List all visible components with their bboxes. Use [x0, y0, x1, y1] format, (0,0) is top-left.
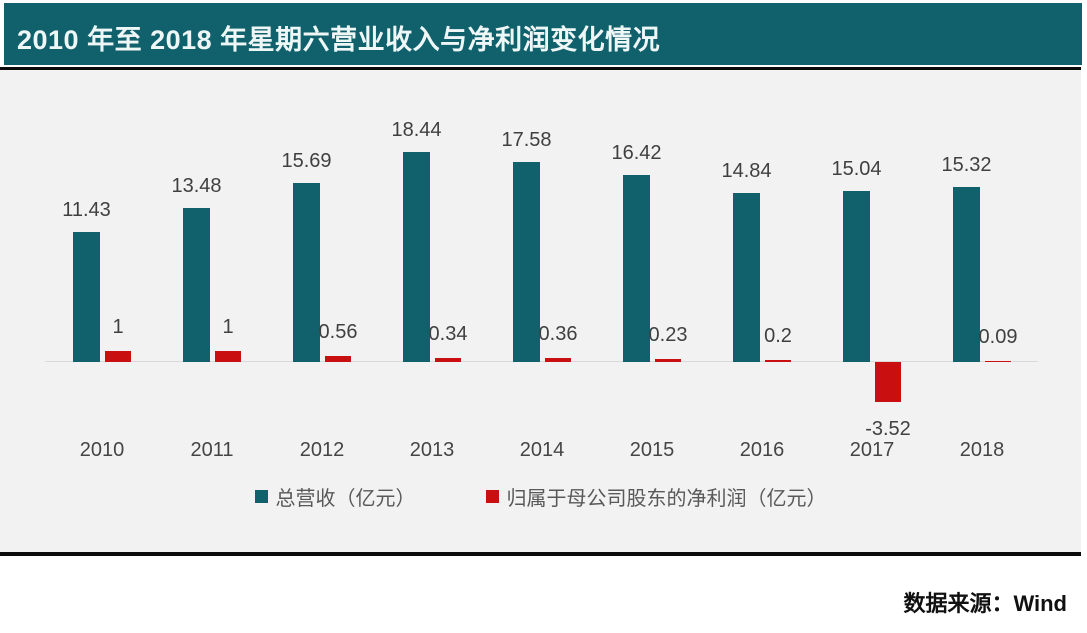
year-label: 2011: [190, 439, 234, 461]
year-label: 2010: [79, 439, 125, 461]
profit-bar: [545, 357, 571, 362]
legend-item-profit: 归属于母公司股东的净利润（亿元）: [485, 482, 827, 511]
profit-value-label: 0.2: [764, 324, 792, 347]
revenue-swatch-icon: [254, 490, 268, 503]
year-label: 2013: [409, 439, 455, 461]
revenue-bar: [293, 183, 320, 362]
profit-bar: [435, 358, 461, 362]
revenue-bar: [513, 161, 540, 362]
revenue-bar: [73, 231, 100, 362]
revenue-bar: [733, 192, 760, 362]
revenue-value-label: 17.58: [501, 128, 552, 151]
profit-value-label: 0.23: [648, 324, 688, 347]
profit-value-label: 1: [112, 315, 124, 338]
profit-value-label: 1: [222, 315, 234, 338]
data-source: 数据来源：Wind: [903, 591, 1067, 616]
profit-bar: [105, 350, 131, 362]
plot-area: 11.43 1 2010 13.48 1 2011 15.69 0.56 2012 18.44 0.…: [0, 70, 1081, 552]
revenue-bar: [623, 174, 650, 362]
revenue-bar: [183, 208, 210, 362]
chart-title: 2010 年至 2018 年星期六营业收入与净利润变化情况: [17, 24, 661, 55]
revenue-value-label: 15.32: [941, 154, 992, 177]
legend-item-revenue: 总营收（亿元）: [254, 482, 416, 511]
chart-area: 11.43 1 2010 13.48 1 2011 15.69 0.56 2012 18.44 0.…: [0, 70, 1081, 552]
chart-title-bar: 2010 年至 2018 年星期六营业收入与净利润变化情况: [4, 3, 1082, 65]
profit-bar: [215, 350, 241, 362]
revenue-bar: [403, 151, 430, 362]
profit-value-label: -3.52: [865, 418, 911, 441]
revenue-value-label: 16.42: [611, 141, 662, 164]
year-label: 2017: [849, 439, 895, 461]
year-label: 2014: [519, 439, 565, 461]
top-divider: [0, 67, 1081, 70]
legend: 总营收（亿元） 归属于母公司股东的净利润（亿元）: [0, 482, 1081, 511]
year-label: 2015: [629, 439, 675, 461]
profit-bar: [325, 355, 351, 362]
bottom-divider: [0, 552, 1081, 556]
revenue-value-label: 11.43: [62, 198, 111, 221]
x-axis-line: [45, 361, 1038, 362]
revenue-bar: [843, 190, 870, 362]
profit-bar: [655, 359, 681, 362]
revenue-value-label: 15.04: [831, 157, 882, 180]
revenue-value-label: 18.44: [391, 118, 442, 141]
year-label: 2012: [299, 439, 345, 461]
profit-legend-label: 归属于母公司股东的净利润（亿元）: [506, 488, 827, 510]
revenue-bar: [953, 187, 980, 362]
profit-value-label: 0.09: [978, 325, 1018, 348]
profit-bar: [985, 360, 1011, 362]
profit-swatch-icon: [485, 490, 499, 503]
revenue-value-label: 15.69: [281, 150, 332, 173]
year-label: 2018: [959, 439, 1005, 461]
profit-value-label: 0.36: [538, 322, 578, 345]
profit-value-label: 0.34: [428, 323, 468, 346]
profit-bar: [875, 362, 901, 403]
revenue-legend-label: 总营收（亿元）: [275, 488, 416, 510]
revenue-value-label: 13.48: [171, 175, 222, 198]
profit-bar: [765, 359, 791, 362]
revenue-value-label: 14.84: [721, 159, 772, 182]
year-label: 2016: [739, 439, 785, 461]
profit-value-label: 0.56: [318, 320, 358, 343]
